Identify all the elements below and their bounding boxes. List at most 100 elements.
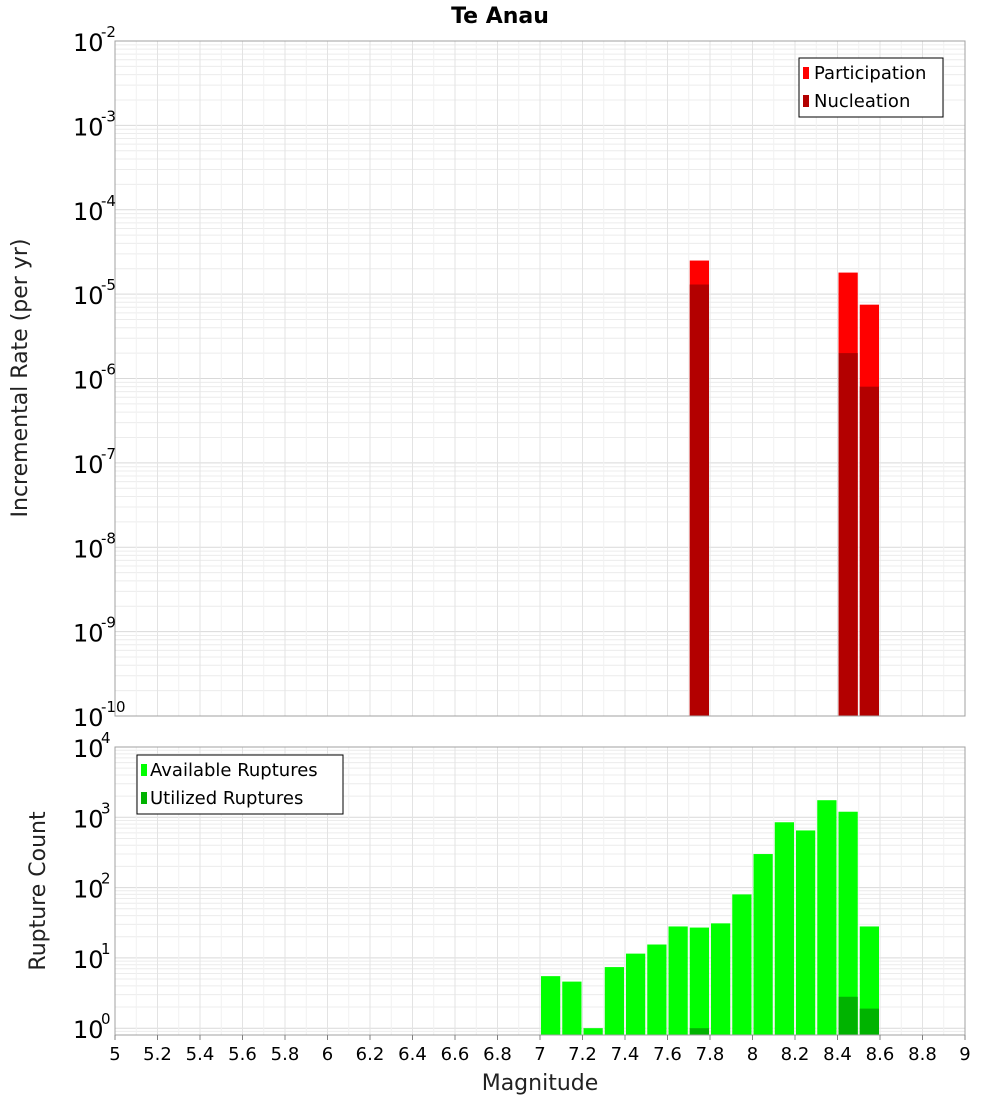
y-tick-base: 10 — [73, 535, 104, 563]
y-tick-exponent: -9 — [101, 614, 116, 632]
rupture-count-plot-legend: Available Ruptures Utilized Ruptures — [136, 754, 344, 815]
legend-swatch-nucleation — [803, 95, 809, 107]
y-tick-exponent: -7 — [101, 445, 116, 463]
y-tick-label: 10-7 — [73, 445, 116, 479]
bar-available-ruptures — [626, 953, 646, 1035]
y-tick-base: 10 — [73, 367, 104, 395]
y-tick-label: 10-4 — [73, 192, 116, 226]
rate-plot-legend: Participation Nucleation — [798, 57, 944, 118]
x-tick-label: 7.8 — [696, 1044, 725, 1065]
y-tick-exponent: 1 — [101, 940, 111, 958]
bar-available-ruptures — [753, 854, 773, 1035]
y-tick-base: 10 — [73, 704, 104, 732]
x-tick-label: 5.4 — [186, 1044, 215, 1065]
bar-utilized-ruptures — [838, 996, 858, 1035]
legend-swatch-utilized — [141, 792, 147, 804]
bar-available-ruptures — [711, 923, 731, 1035]
y-tick-label: 10-3 — [73, 107, 116, 141]
x-tick-label: 9 — [959, 1044, 970, 1065]
x-tick-label: 6.4 — [398, 1044, 427, 1065]
x-tick-label: 8.6 — [866, 1044, 895, 1065]
rate-plot-grid — [114, 40, 966, 717]
x-tick-label: 8.8 — [908, 1044, 937, 1065]
x-tick-label: 6 — [322, 1044, 333, 1065]
x-tick-label: 7.2 — [568, 1044, 597, 1065]
bar-available-ruptures — [817, 800, 837, 1035]
y-tick-label: 104 — [73, 729, 111, 763]
x-tick-label: 7 — [534, 1044, 545, 1065]
y-tick-label: 102 — [73, 870, 111, 904]
rupture-count-plot-x-ticks: 5 5.2 5.4 5.6 5.8 6 6.2 6.4 6.6 6.8 7 7.2 7.4 7.6 7.8 8… — [109, 1035, 971, 1065]
x-tick-label: 8 — [747, 1044, 758, 1065]
rate-plot-legend-box — [798, 57, 944, 118]
y-tick-label: 10-10 — [73, 698, 126, 732]
legend-label-participation: Participation — [814, 63, 926, 84]
y-tick-label: 10-5 — [73, 276, 116, 310]
legend-label-nucleation: Nucleation — [814, 91, 910, 112]
bar-nucleation — [838, 353, 858, 716]
bar-utilized-ruptures — [859, 1008, 879, 1035]
bar-available-ruptures — [562, 981, 582, 1035]
y-tick-base: 10 — [73, 1016, 104, 1044]
rupture-count-plot-y-axis-label: Rupture Count — [26, 811, 51, 971]
rupture-count-plot-legend-box — [136, 754, 344, 815]
bar-available-ruptures — [838, 811, 858, 1035]
y-tick-label: 10-2 — [73, 23, 116, 57]
y-tick-base: 10 — [73, 113, 104, 141]
y-tick-base: 10 — [73, 451, 104, 479]
rate-plot-bars — [689, 260, 879, 716]
x-tick-label: 5.8 — [271, 1044, 300, 1065]
x-tick-label: 6.6 — [441, 1044, 470, 1065]
rupture-count-plot-bars — [541, 800, 879, 1035]
y-tick-exponent: -8 — [101, 529, 116, 547]
y-tick-exponent: 3 — [101, 799, 111, 817]
y-tick-base: 10 — [73, 198, 104, 226]
x-tick-label: 8.4 — [823, 1044, 852, 1065]
x-tick-label: 7.4 — [611, 1044, 640, 1065]
y-tick-label: 10-9 — [73, 614, 116, 648]
x-tick-label: 6.2 — [356, 1044, 385, 1065]
legend-label-utilized: Utilized Ruptures — [150, 788, 303, 809]
bar-utilized-ruptures — [689, 1028, 709, 1035]
y-tick-label: 10-6 — [73, 361, 116, 395]
y-tick-base: 10 — [73, 735, 104, 763]
bar-available-ruptures — [859, 926, 879, 1035]
y-tick-label: 101 — [73, 940, 111, 974]
rate-plot-y-axis-label: Incremental Rate (per yr) — [8, 239, 33, 518]
rate-plot: 10-210-310-410-510-610-710-810-910-10 In… — [8, 23, 966, 732]
y-tick-exponent: -5 — [101, 276, 116, 294]
bar-available-ruptures — [583, 1028, 603, 1035]
y-tick-exponent: -2 — [101, 23, 116, 41]
y-tick-base: 10 — [73, 805, 104, 833]
bar-available-ruptures — [668, 926, 688, 1035]
bar-available-ruptures — [647, 944, 667, 1035]
y-tick-label: 10-8 — [73, 529, 116, 563]
y-tick-label: 100 — [73, 1010, 111, 1044]
x-tick-label: 5 — [109, 1044, 120, 1065]
x-tick-label: 5.6 — [228, 1044, 257, 1065]
bar-available-ruptures — [689, 927, 709, 1035]
chart-title: Te Anau — [451, 4, 549, 29]
rate-plot-frame — [114, 40, 966, 717]
rate-plot-y-ticks: 10-210-310-410-510-610-710-810-910-10 — [73, 23, 126, 732]
y-tick-exponent: -6 — [101, 361, 116, 379]
legend-label-available: Available Ruptures — [150, 760, 318, 781]
y-tick-exponent: 2 — [101, 870, 111, 888]
y-tick-exponent: 0 — [101, 1010, 111, 1028]
y-tick-exponent: -3 — [101, 107, 116, 125]
bar-available-ruptures — [796, 830, 816, 1035]
bar-nucleation — [859, 386, 879, 716]
y-tick-exponent: -4 — [101, 192, 116, 210]
y-tick-base: 10 — [73, 29, 104, 57]
bar-available-ruptures — [604, 967, 624, 1035]
y-tick-base: 10 — [73, 620, 104, 648]
y-tick-exponent: -10 — [101, 698, 126, 716]
y-tick-base: 10 — [73, 876, 104, 904]
x-tick-label: 8.2 — [781, 1044, 810, 1065]
legend-swatch-available — [141, 764, 147, 776]
x-axis-label: Magnitude — [482, 1071, 599, 1096]
y-tick-base: 10 — [73, 946, 104, 974]
y-tick-exponent: 4 — [101, 729, 111, 747]
x-tick-label: 5.2 — [143, 1044, 172, 1065]
